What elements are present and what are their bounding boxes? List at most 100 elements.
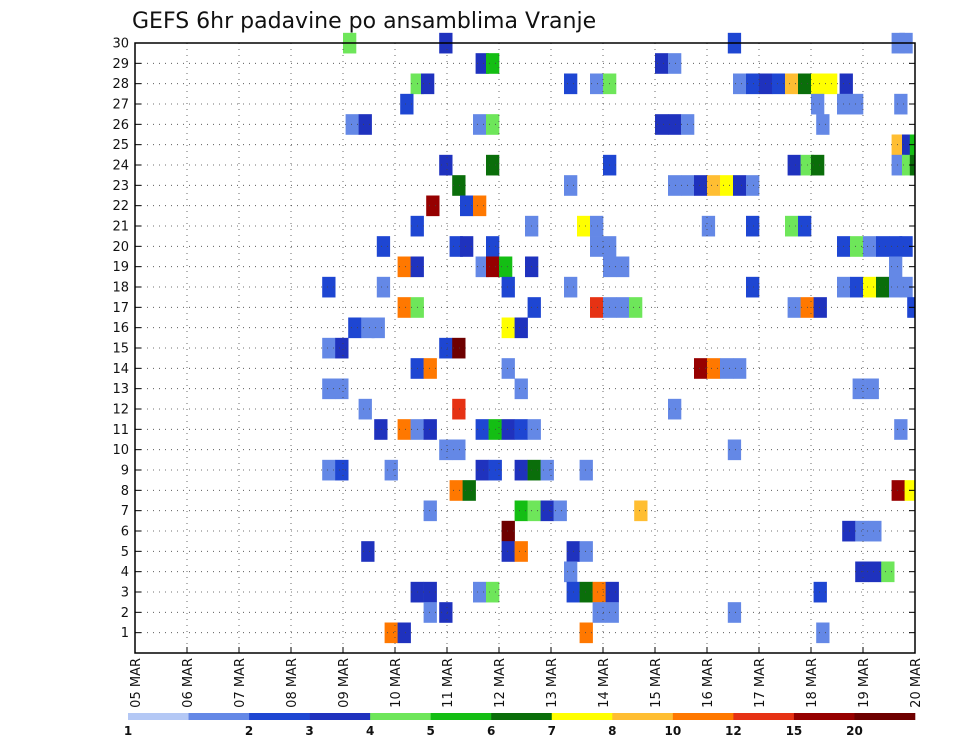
heatmap-cell <box>486 154 500 176</box>
y-tick-label: 19 <box>112 260 129 275</box>
heatmap-cell <box>452 398 466 420</box>
heatmap-cell <box>499 256 513 278</box>
heatmap-cell <box>460 236 474 257</box>
heatmap-cell <box>358 398 372 420</box>
heatmap-cell <box>590 236 604 257</box>
heatmap-cell <box>475 419 489 440</box>
heatmap-cell <box>423 581 437 603</box>
heatmap-cell <box>540 500 554 522</box>
heatmap-cell <box>787 297 801 318</box>
colorbar-swatch <box>733 713 795 720</box>
heatmap-cell <box>335 459 349 481</box>
heatmap-cell <box>746 276 760 298</box>
x-tick-label: 07 MAR <box>233 658 248 708</box>
heatmap-cell <box>655 53 669 74</box>
colorbar-label: 3 <box>305 724 313 738</box>
heatmap-cell <box>577 215 591 237</box>
heatmap-cell <box>668 53 682 74</box>
heatmap-cell <box>787 154 801 176</box>
heatmap-cell <box>727 602 742 623</box>
heatmap-cell <box>527 500 541 522</box>
heatmap-cell <box>605 581 619 603</box>
colorbar-swatch <box>370 713 431 720</box>
y-tick-label: 18 <box>112 281 129 296</box>
heatmap-cell <box>894 93 908 115</box>
heatmap-cell <box>842 520 856 542</box>
heatmap-cell <box>452 175 466 196</box>
y-tick-label: 2 <box>121 606 129 621</box>
colorbar-swatch <box>188 713 250 720</box>
colorbar-legend: 1 2 3 4 5 6 7 8 10 12 15 20 <box>124 713 916 738</box>
heatmap-cell <box>852 378 866 400</box>
heatmap-cell <box>634 500 648 522</box>
heatmap-cell <box>501 358 515 379</box>
y-tick-label: 11 <box>112 423 129 438</box>
heatmap-cell <box>449 236 463 257</box>
heatmap-cell <box>475 53 489 74</box>
colorbar-swatch <box>430 713 492 720</box>
heatmap-cell <box>811 93 825 115</box>
heatmap-cell <box>514 500 528 522</box>
y-tick-label: 9 <box>121 464 129 479</box>
y-tick-label: 27 <box>112 98 129 113</box>
y-tick-label: 14 <box>112 362 129 377</box>
heatmap-cell <box>694 358 708 379</box>
heatmap-cell <box>564 561 578 583</box>
heatmap-cell <box>486 53 500 74</box>
heatmap-cell <box>564 276 578 298</box>
x-tick-label: 20 MAR <box>909 658 924 708</box>
heatmap-cell <box>462 480 476 501</box>
heatmap-cell <box>348 317 362 339</box>
heatmap-cell <box>486 236 500 257</box>
y-tick-label: 3 <box>121 586 129 601</box>
heatmap-cell <box>397 622 411 644</box>
heatmap-cell <box>592 581 606 603</box>
heatmap-cell <box>473 581 487 603</box>
y-tick-label: 24 <box>112 159 129 174</box>
heatmap-cell <box>374 419 388 440</box>
heatmap-cell <box>439 439 453 461</box>
heatmap-cell <box>501 520 515 542</box>
heatmap-cell <box>811 73 825 95</box>
heatmap-cell <box>426 195 440 217</box>
colorbar-label: 1 <box>124 724 132 738</box>
heatmap-cell <box>785 73 799 95</box>
x-axis: 05 MAR 06 MAR 07 MAR 08 MAR 09 MAR 10 MAR 11 M… <box>129 647 924 708</box>
heatmap-cell <box>590 215 604 237</box>
heatmap-cell <box>590 73 604 95</box>
heatmap-cell <box>889 276 903 298</box>
heatmap-cell <box>616 297 630 318</box>
heatmap-cell <box>475 256 489 278</box>
heatmap-cell <box>668 398 682 420</box>
heatmap-cell <box>605 602 619 623</box>
heatmap-cell <box>322 337 336 359</box>
y-tick-label: 4 <box>121 565 129 580</box>
heatmap-cell <box>501 317 515 339</box>
heatmap-cell <box>514 317 528 339</box>
colorbar-label: 10 <box>664 724 681 738</box>
heatmap-cell <box>850 276 864 298</box>
y-tick-label: 13 <box>112 382 129 397</box>
heatmap-cell <box>397 256 411 278</box>
heatmap-cell <box>449 480 463 501</box>
heatmap-cell <box>733 73 747 95</box>
heatmap-cell <box>727 439 742 461</box>
heatmap-cell <box>452 439 466 461</box>
y-axis: 1234567891011121314151617181920212223242… <box>112 37 915 641</box>
heatmap-cell <box>655 114 669 135</box>
x-tick-label: 06 MAR <box>181 658 196 708</box>
y-tick-label: 6 <box>121 525 129 540</box>
heatmap-cell <box>746 73 760 95</box>
colorbar-swatch <box>672 713 734 720</box>
heatmap-cell <box>694 175 708 196</box>
heatmap-cell <box>376 276 391 298</box>
heatmap-cell <box>707 358 721 379</box>
heatmap-cell <box>514 541 528 562</box>
heatmap-cell <box>501 276 515 298</box>
heatmap-cell <box>813 297 827 318</box>
y-tick-label: 16 <box>112 321 129 336</box>
heatmap-cell <box>785 215 799 237</box>
heatmap-cell <box>384 622 398 644</box>
y-tick-label: 28 <box>112 77 129 92</box>
